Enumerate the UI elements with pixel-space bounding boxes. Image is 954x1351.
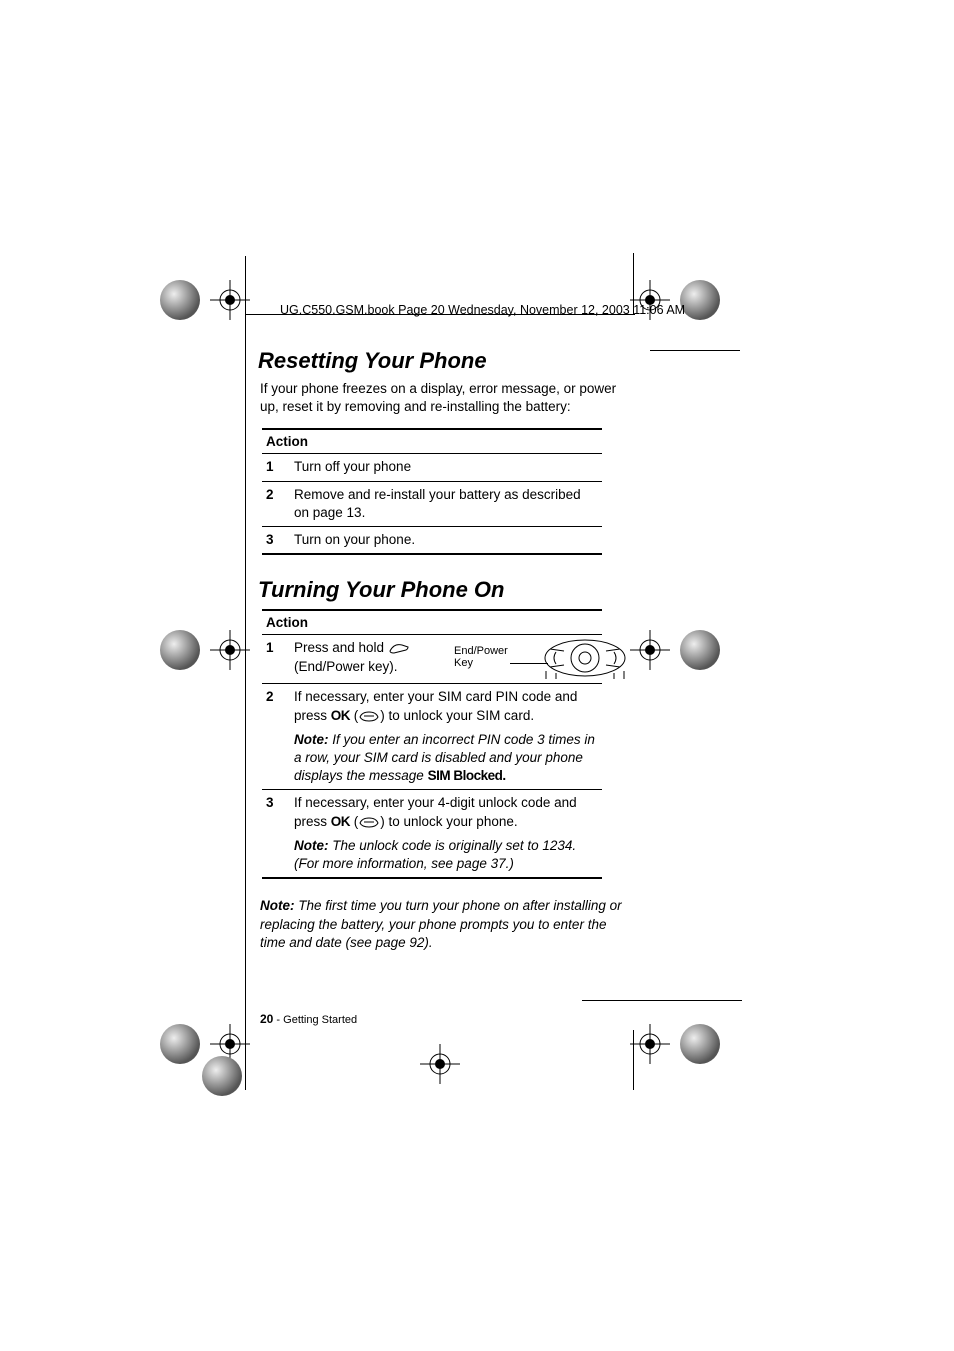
note-text: The unlock code is originally set to 123… (294, 838, 576, 871)
page-content: Resetting Your Phone If your phone freez… (260, 348, 635, 964)
step-number: 2 (262, 481, 290, 526)
step1-text-b: (End/Power key). (294, 659, 398, 674)
registration-ball-icon (200, 1054, 244, 1098)
crop-mark (582, 1000, 742, 1001)
softkey-icon (358, 815, 380, 829)
crop-mark (245, 1030, 246, 1090)
step-number: 3 (262, 527, 290, 555)
crop-mark (633, 1030, 634, 1090)
registration-ball-icon (158, 628, 202, 672)
step-text: Turn off your phone (290, 454, 602, 481)
note-label: Note: (294, 732, 329, 747)
crop-mark (245, 256, 246, 314)
step-number: 2 (262, 684, 290, 790)
page-number: 20 (260, 1012, 273, 1026)
section-heading-resetting: Resetting Your Phone (258, 348, 635, 374)
registration-target-icon (210, 630, 250, 670)
section-heading-turning-on: Turning Your Phone On (258, 577, 635, 603)
step-text: If necessary, enter your SIM card PIN co… (290, 684, 602, 790)
step-number: 3 (262, 790, 290, 878)
step-number: 1 (262, 454, 290, 481)
registration-ball-icon (678, 628, 722, 672)
ok-label: OK (331, 814, 350, 829)
step-text: Press and hold (End/Power key). End/Powe… (290, 635, 602, 684)
page-header: UG.C550.GSM.book Page 20 Wednesday, Nove… (280, 303, 685, 317)
crop-mark (245, 314, 246, 1034)
diagram-label: End/PowerKey (454, 645, 508, 669)
chapter-name: Getting Started (283, 1014, 357, 1026)
note-label: Note: (294, 838, 329, 853)
step-number: 1 (262, 635, 290, 684)
registration-target-icon (630, 630, 670, 670)
step-text: Remove and re-install your battery as de… (290, 481, 602, 526)
section1-intro: If your phone freezes on a display, erro… (260, 380, 635, 416)
registration-ball-icon (678, 1022, 722, 1066)
registration-target-icon (420, 1044, 460, 1084)
action-table-reset: Action 1 Turn off your phone 2 Remove an… (262, 428, 602, 555)
sim-blocked-label: SIM Blocked. (428, 768, 506, 783)
registration-ball-icon (158, 278, 202, 322)
registration-target-icon (210, 280, 250, 320)
registration-target-icon (630, 1024, 670, 1064)
ok-label: OK (331, 708, 350, 723)
phone-top-diagram-icon (542, 637, 628, 684)
note-text: The first time you turn your phone on af… (260, 898, 622, 949)
crop-mark (650, 350, 740, 351)
step-text: If necessary, enter your 4-digit unlock … (290, 790, 602, 878)
end-key-icon (388, 641, 410, 655)
step-text: Turn on your phone. (290, 527, 602, 555)
page-footer: 20 - Getting Started (260, 1012, 357, 1026)
registration-ball-icon (158, 1022, 202, 1066)
footer-sep: - (273, 1014, 283, 1026)
table-header: Action (262, 429, 602, 454)
bottom-note: Note: The first time you turn your phone… (260, 897, 635, 952)
note-label: Note: (260, 898, 295, 913)
table-header: Action (262, 610, 602, 635)
step1-text-a: Press and hold (294, 640, 388, 655)
action-table-poweron: Action 1 Press and hold (End/Power key).… (262, 609, 602, 879)
softkey-icon (358, 709, 380, 723)
